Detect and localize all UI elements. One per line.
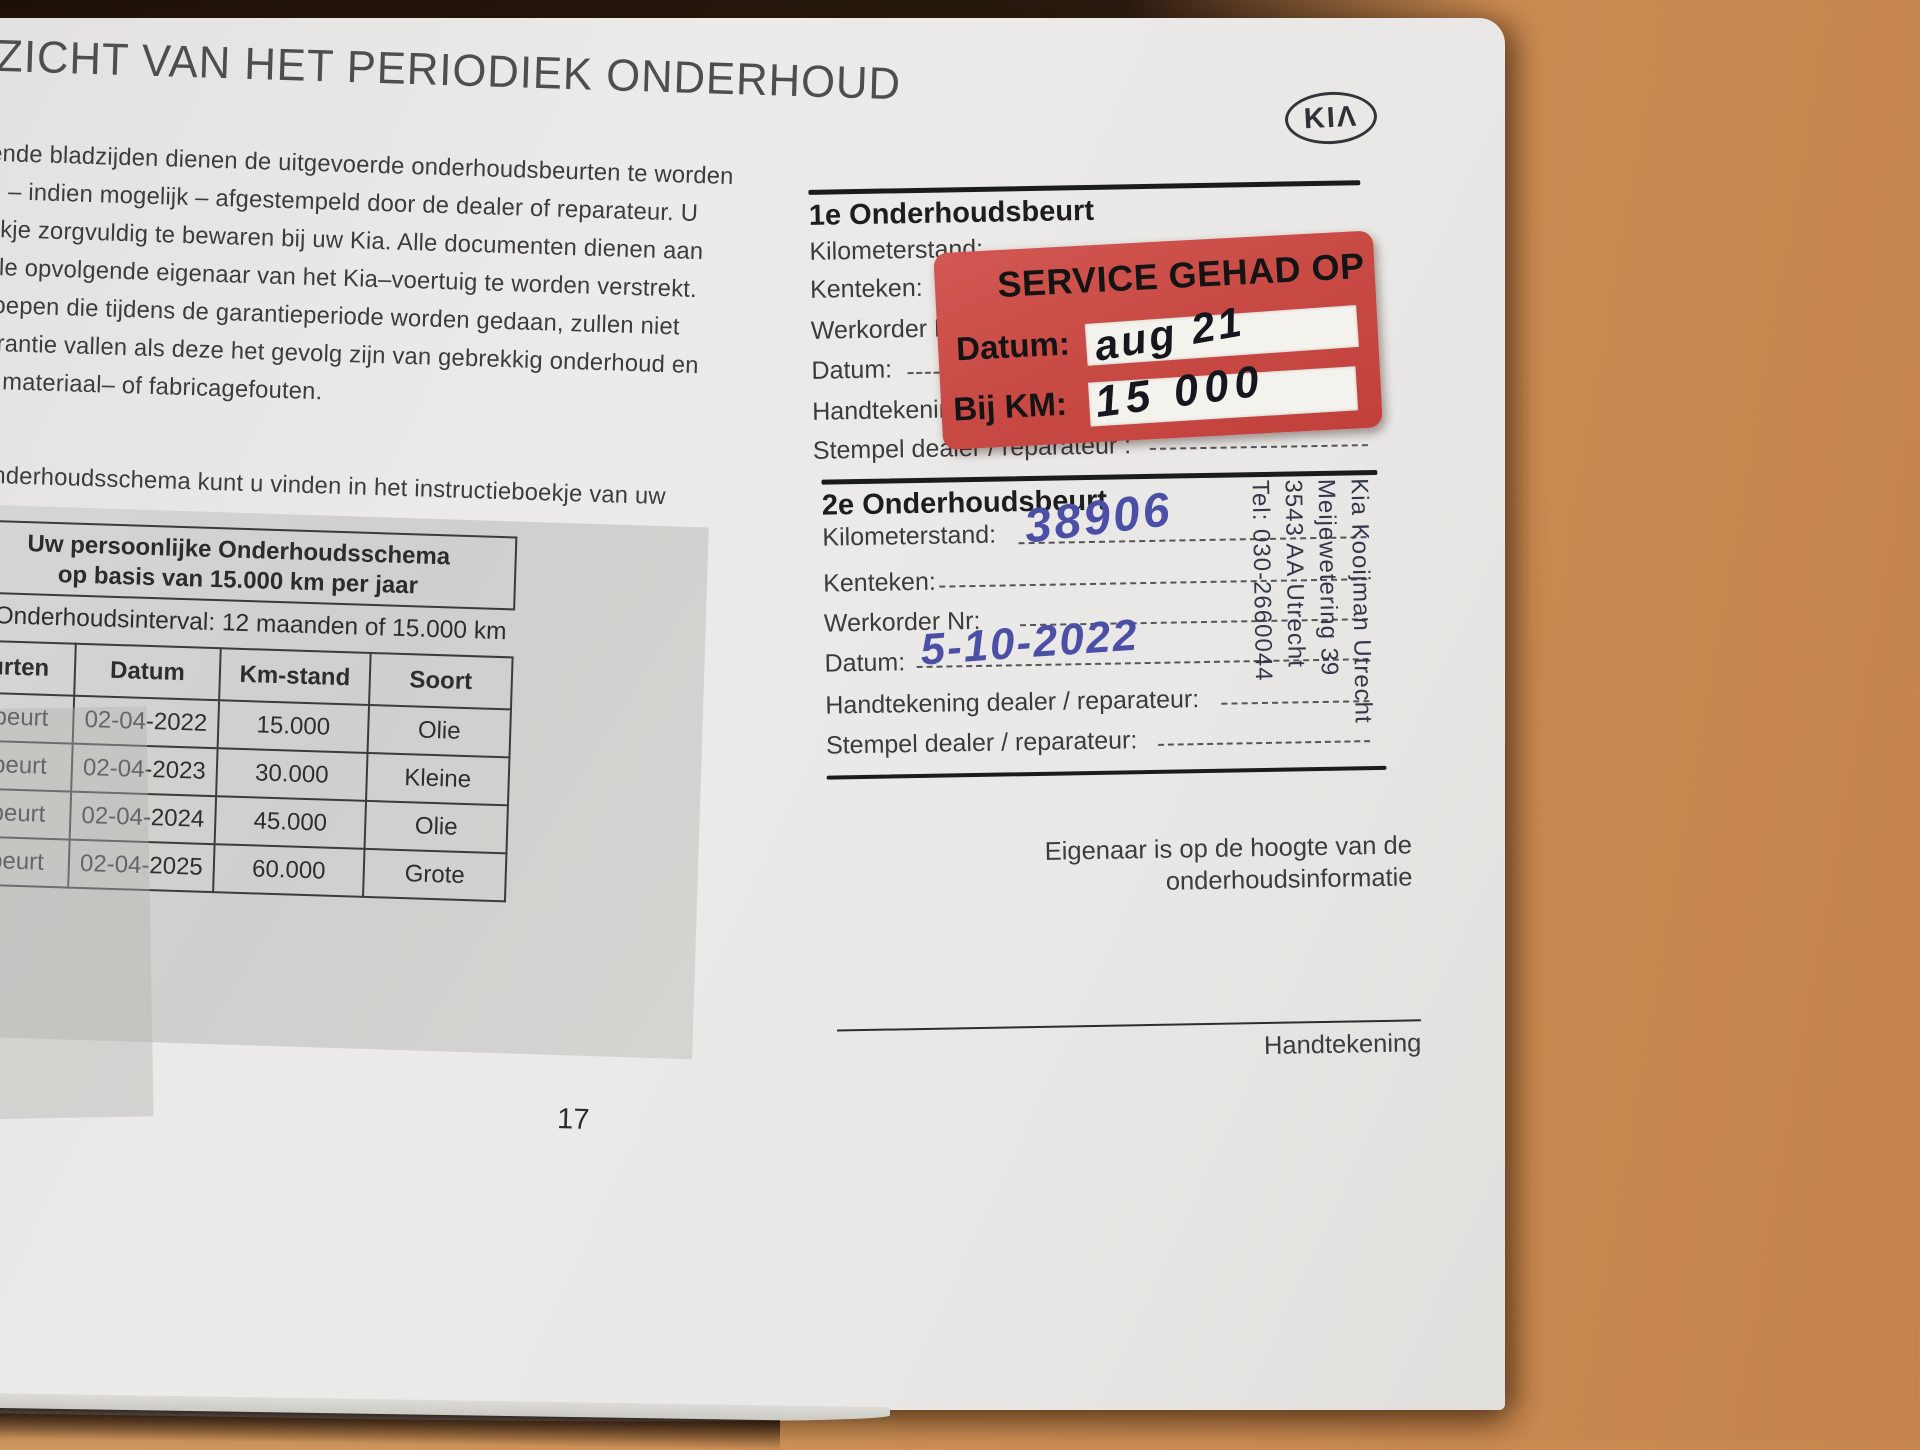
- cell-km: 45.000: [214, 796, 367, 849]
- right-page-column: 1e Onderhoudsbeurt Kilometerstand: Kente…: [800, 159, 1456, 1090]
- s2-stempel-label: Stempel dealer / reparateur:: [825, 726, 1138, 760]
- col-header-beurten: eurten: [0, 639, 76, 696]
- cell-soort: Kleine: [366, 752, 510, 806]
- cell-km: 15.000: [217, 700, 370, 753]
- dealer-stamp-line: Kia Kooijman Utrecht: [1345, 478, 1377, 724]
- section1-heading: 1e Onderhoudsbeurt: [808, 194, 1095, 232]
- sticker-title: SERVICE GEHAD OP: [996, 244, 1366, 306]
- cell-km: 30.000: [216, 748, 368, 801]
- s1-datum-label: Datum:: [811, 355, 893, 385]
- cell-km: 60.000: [213, 844, 365, 897]
- cell-soort: Olie: [367, 704, 511, 758]
- kia-logo-icon: KIΛ: [1283, 89, 1379, 147]
- sticker-datum-box: aug 21: [1084, 297, 1359, 370]
- section1-rule: [808, 180, 1361, 195]
- intro-line: onderhoudsschema kunt u vinden in het in…: [0, 461, 667, 511]
- col-header-datum: Datum: [74, 643, 221, 701]
- page-number: 17: [556, 1103, 590, 1137]
- signature-label: Handtekening: [1263, 1029, 1422, 1061]
- s1-kenteken-label: Kenteken:: [809, 273, 923, 304]
- signature-line: [837, 1019, 1421, 1032]
- dealer-stamp-line: Tel: 030-2660044: [1246, 479, 1277, 682]
- dealer-stamp-line: Meijewetering 39: [1312, 478, 1343, 677]
- col-header-kmstand: Km-stand: [219, 648, 371, 705]
- dealer-stamp-line: 3543 AA Utrecht: [1279, 479, 1310, 669]
- intro-line: n materiaal– of fabricagefouten.: [0, 367, 323, 406]
- cell-soort: Olie: [364, 800, 508, 854]
- kia-logo-text: KIΛ: [1303, 100, 1359, 135]
- dealer-stamp: Kia Kooijman Utrecht Meijewetering 39 35…: [1243, 478, 1380, 780]
- s2-kilometerstand-label: Kilometerstand:: [822, 520, 997, 552]
- page-title: ZICHT VAN HET PERIODIEK ONDERHOUD: [0, 29, 902, 110]
- sticker-datum-handwriting: aug 21: [1090, 297, 1248, 370]
- cell-soort: Grote: [363, 848, 507, 902]
- booklet-page: KIΛ ZICHT VAN HET PERIODIEK ONDERHOUD en…: [0, 18, 1505, 1410]
- page-fold-shading: [0, 706, 154, 1120]
- s1-datum-blank-line: [907, 371, 940, 375]
- s2-datum-label: Datum:: [824, 648, 906, 678]
- sticker-datum-label: Datum:: [955, 324, 1071, 368]
- sticker-km-box: 15 000: [1087, 356, 1359, 427]
- sticker-km-label: Bij KM:: [952, 384, 1068, 428]
- owner-note-line2: onderhoudsinformatie: [1165, 863, 1413, 896]
- s2-handtekening-label: Handtekening dealer / reparateur:: [825, 685, 1200, 720]
- col-header-soort: Soort: [369, 652, 513, 710]
- service-sticker: SERVICE GEHAD OP Datum: aug 21 Bij KM: 1…: [933, 230, 1383, 451]
- s1-stempel-blank-line: [1149, 444, 1368, 450]
- s2-kenteken-label: Kenteken:: [822, 567, 937, 598]
